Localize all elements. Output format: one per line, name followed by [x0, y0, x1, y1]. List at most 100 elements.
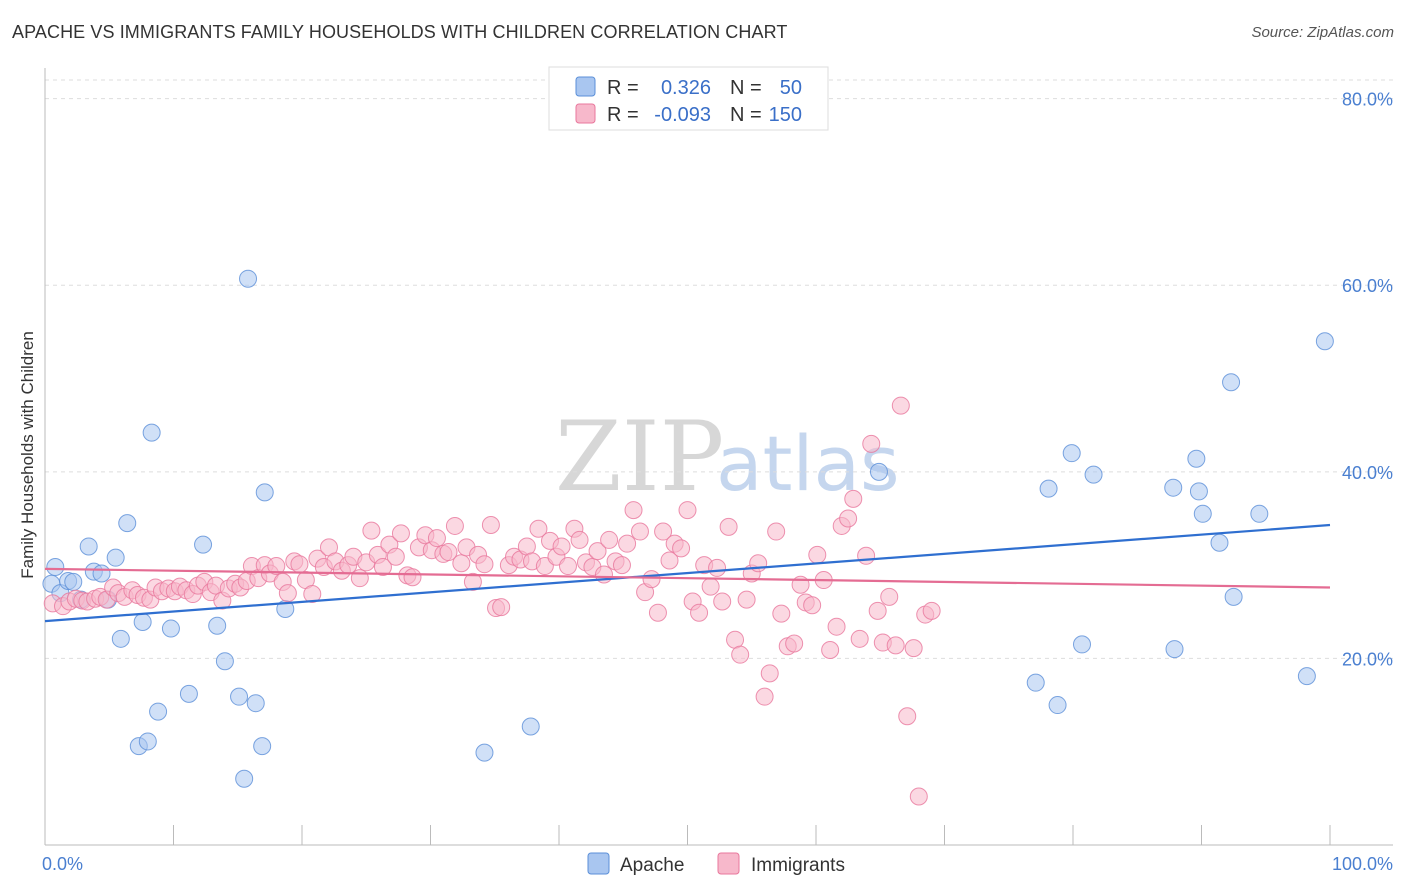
legend-r-label: R =	[607, 77, 639, 99]
y-tick-label: 80.0%	[1342, 90, 1393, 110]
data-point-immigrants	[850, 629, 869, 648]
data-point-immigrants	[785, 634, 804, 653]
data-point-immigrants	[445, 516, 464, 535]
data-point-immigrants	[439, 543, 458, 562]
data-point-immigrants	[891, 396, 910, 415]
legend-n-label: N =	[730, 104, 762, 126]
data-point-apache	[1210, 533, 1229, 552]
data-point-immigrants	[600, 530, 619, 549]
chart-source: Source: ZipAtlas.com	[1251, 24, 1394, 41]
data-point-immigrants	[492, 598, 511, 617]
data-point-apache	[133, 613, 152, 632]
data-point-apache	[161, 619, 180, 638]
data-point-apache	[79, 537, 98, 556]
data-point-immigrants	[660, 551, 679, 570]
watermark-atlas: atlas	[716, 419, 900, 508]
data-point-immigrants	[362, 521, 381, 540]
x-tick-label: 100.0%	[1332, 854, 1393, 874]
trend-line-immigrants	[44, 567, 1331, 589]
watermark-zip: ZIP	[555, 401, 724, 513]
data-point-immigrants	[821, 641, 840, 660]
x-tick-labels: 0.0% 100.0%	[42, 854, 1393, 874]
data-point-immigrants	[857, 546, 876, 565]
data-point-immigrants	[731, 645, 750, 664]
data-point-immigrants	[772, 604, 791, 623]
data-point-immigrants	[880, 587, 899, 606]
data-point-immigrants	[654, 522, 673, 541]
data-point-immigrants	[642, 570, 661, 589]
data-point-apache	[46, 557, 65, 576]
data-point-immigrants	[690, 603, 709, 622]
series-apache	[42, 269, 1334, 788]
legend-bottom: Apache Immigrants	[587, 852, 845, 876]
legend-label-immigrants: Immigrants	[751, 855, 845, 876]
data-point-apache	[208, 616, 227, 635]
data-point-immigrants	[904, 639, 923, 658]
data-point-apache	[230, 687, 249, 706]
data-point-immigrants	[391, 524, 410, 543]
legend-swatch-immigrants	[575, 103, 596, 124]
legend-r-value: 0.326	[661, 77, 711, 99]
data-point-apache	[1222, 373, 1241, 392]
data-point-immigrants	[808, 545, 827, 564]
data-point-immigrants	[839, 509, 858, 528]
data-point-immigrants	[737, 590, 756, 609]
data-point-immigrants	[588, 542, 607, 561]
data-point-immigrants	[909, 787, 928, 806]
legend-r-label: R =	[607, 104, 639, 126]
data-point-apache	[1187, 449, 1206, 468]
data-point-apache	[1048, 696, 1067, 715]
data-point-apache	[239, 269, 258, 288]
data-point-immigrants	[862, 434, 881, 453]
x-tick-label: 0.0%	[42, 854, 83, 874]
data-point-apache	[1039, 479, 1058, 498]
data-point-immigrants	[278, 584, 297, 603]
data-point-apache	[1297, 667, 1316, 686]
data-point-immigrants	[373, 557, 392, 576]
data-point-immigrants	[701, 577, 720, 596]
data-point-immigrants	[713, 592, 732, 611]
data-point-immigrants	[529, 519, 548, 538]
data-points	[42, 269, 1334, 806]
data-point-apache	[1072, 635, 1091, 654]
data-point-immigrants	[678, 501, 697, 520]
data-point-immigrants	[760, 664, 779, 683]
data-point-apache	[118, 514, 137, 533]
data-point-immigrants	[475, 555, 494, 574]
legend-r-value: -0.093	[654, 104, 711, 126]
data-point-immigrants	[463, 572, 482, 591]
legend-n-value: 150	[769, 104, 802, 126]
data-point-immigrants	[624, 501, 643, 520]
data-point-apache	[1164, 478, 1183, 497]
data-point-immigrants	[403, 568, 422, 587]
data-point-immigrants	[612, 556, 631, 575]
data-point-immigrants	[350, 569, 369, 588]
data-point-apache	[1193, 504, 1212, 523]
series-immigrants	[43, 396, 941, 806]
y-tick-label: 20.0%	[1342, 649, 1393, 669]
data-point-immigrants	[767, 522, 786, 541]
legend-swatch-apache	[575, 76, 596, 97]
trend-lines	[44, 523, 1331, 623]
legend-row-immigrants: R = -0.093 N = 150	[575, 103, 802, 126]
data-point-apache	[1084, 465, 1103, 484]
data-point-apache	[475, 743, 494, 762]
data-point-apache	[149, 702, 168, 721]
legend-n-value: 50	[780, 77, 802, 99]
legend-top: R = 0.326 N = 50 R = -0.093 N = 150	[548, 66, 829, 131]
data-point-immigrants	[803, 596, 822, 615]
data-point-immigrants	[618, 534, 637, 553]
watermark: ZIP atlas	[555, 401, 900, 513]
data-point-apache	[1026, 673, 1045, 692]
data-point-immigrants	[719, 517, 738, 536]
data-point-immigrants	[427, 529, 446, 548]
data-point-immigrants	[755, 687, 774, 706]
data-point-immigrants	[558, 557, 577, 576]
legend-row-apache: R = 0.326 N = 50	[575, 76, 802, 99]
data-point-apache	[194, 535, 213, 554]
data-point-apache	[1250, 504, 1269, 523]
data-point-apache	[255, 483, 274, 502]
data-point-apache	[106, 548, 125, 567]
data-point-apache	[138, 732, 157, 751]
